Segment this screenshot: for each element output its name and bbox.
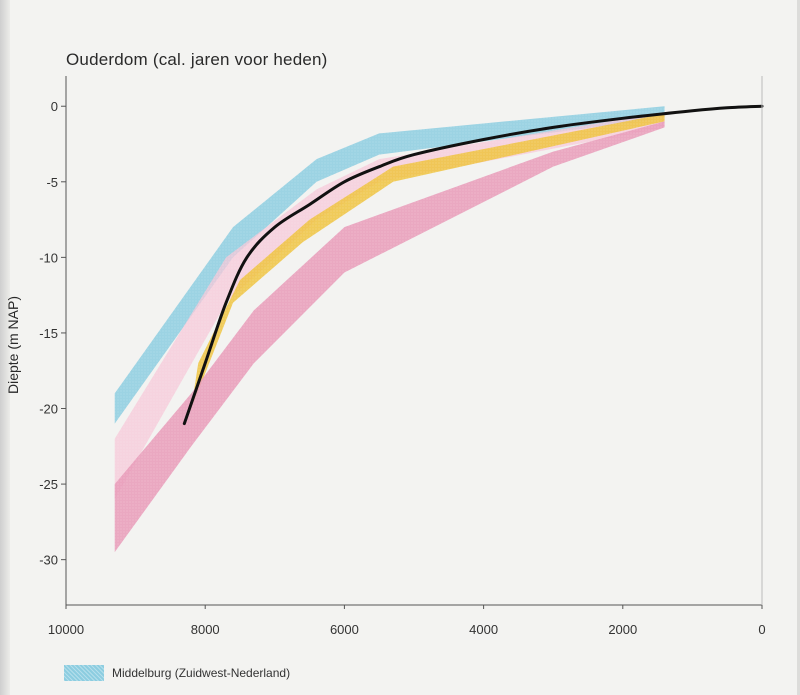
axes: 0 -5 -10 -15 -20 -25 -30 10000 8000 6000 4000 2000 0 xyxy=(39,76,766,637)
chart-title: Ouderdom (cal. jaren voor heden) xyxy=(66,50,328,69)
scan-edge xyxy=(0,0,10,695)
y-tick-label: -25 xyxy=(39,477,58,492)
y-tick-label: 0 xyxy=(51,99,58,114)
band-texture-3 xyxy=(191,113,665,409)
scan-edge-right xyxy=(797,0,800,695)
x-tick-label: 4000 xyxy=(469,622,498,637)
legend-swatch xyxy=(64,665,104,681)
mean-curve-line xyxy=(182,104,764,426)
x-tick-label: 8000 xyxy=(191,622,220,637)
series-lines xyxy=(182,104,764,426)
y-tick-label: -20 xyxy=(39,402,58,417)
y-tick-label: -5 xyxy=(46,175,58,190)
legend: Middelburg (Zuidwest-Nederland) xyxy=(64,665,290,681)
y-tick-label: -15 xyxy=(39,326,58,341)
x-tick-label: 10000 xyxy=(48,622,84,637)
uncertainty-bands xyxy=(114,106,665,553)
legend-label: Middelburg (Zuidwest-Nederland) xyxy=(112,666,291,680)
y-tick-label: -10 xyxy=(39,250,58,265)
x-tick-label: 6000 xyxy=(330,622,359,637)
x-tick-label: 2000 xyxy=(608,622,637,637)
x-tick-label: 0 xyxy=(758,622,765,637)
y-tick-label: -30 xyxy=(39,553,58,568)
